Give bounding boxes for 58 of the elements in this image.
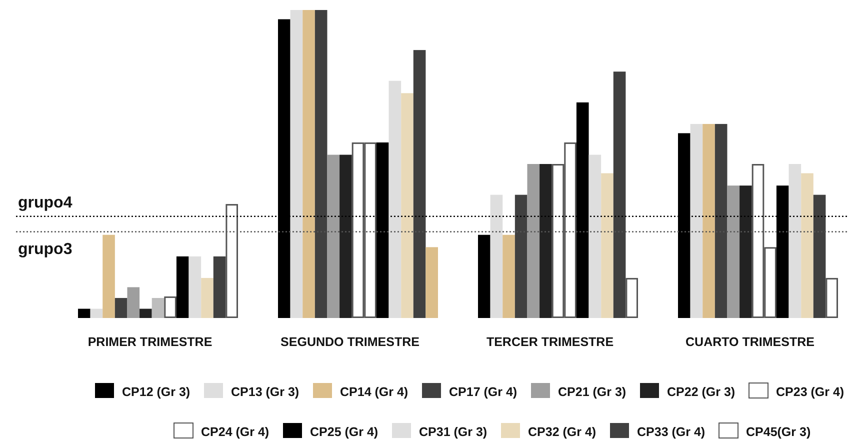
legend-label: CP13 (Gr 3) bbox=[231, 385, 300, 399]
bar bbox=[152, 298, 164, 318]
bar bbox=[826, 278, 838, 318]
bar bbox=[478, 234, 490, 318]
bar bbox=[201, 278, 214, 318]
bar bbox=[514, 194, 528, 318]
bar bbox=[788, 164, 802, 318]
bar bbox=[490, 194, 503, 318]
legend-label: CP25 (Gr 4) bbox=[310, 425, 378, 439]
legend-label: CP21 (Gr 3) bbox=[558, 385, 626, 399]
bar bbox=[702, 124, 715, 318]
bar bbox=[601, 173, 614, 318]
bar bbox=[540, 164, 552, 318]
legend-label: CP22 (Gr 3) bbox=[667, 385, 736, 399]
bar bbox=[388, 80, 402, 318]
bar bbox=[290, 10, 303, 318]
legend-label: CP17 (Gr 4) bbox=[449, 385, 518, 399]
ref-line-label: grupo4 bbox=[18, 194, 72, 212]
bar bbox=[314, 10, 328, 318]
legend-label: CP45(Gr 3) bbox=[746, 425, 811, 439]
bar bbox=[588, 154, 602, 318]
bar bbox=[801, 173, 814, 318]
bar bbox=[114, 298, 128, 318]
ref-line-label: grupo3 bbox=[18, 240, 72, 258]
bar bbox=[340, 154, 352, 318]
bar bbox=[714, 124, 728, 318]
legend-label: CP14 (Gr 4) bbox=[340, 385, 408, 399]
bar bbox=[401, 93, 414, 318]
x-tick-label: SEGUNDO TRIMESTRE bbox=[280, 335, 420, 349]
bar bbox=[626, 278, 638, 318]
x-tick-label: CUARTO TRIMESTRE bbox=[686, 335, 814, 349]
legend-label: CP31 (Gr 3) bbox=[419, 425, 488, 439]
legend-label: CP33 (Gr 4) bbox=[637, 425, 706, 439]
bar bbox=[690, 124, 703, 318]
bar bbox=[140, 308, 152, 318]
bar bbox=[176, 256, 189, 318]
bar bbox=[78, 308, 90, 318]
bar bbox=[502, 234, 515, 318]
bar bbox=[302, 10, 315, 318]
legend-label: CP23 (Gr 4) bbox=[776, 385, 844, 399]
bar bbox=[164, 296, 176, 318]
bar bbox=[327, 154, 340, 318]
bar bbox=[613, 72, 626, 318]
bar bbox=[90, 308, 103, 318]
bar bbox=[213, 256, 226, 318]
bar bbox=[127, 287, 140, 318]
x-tick-label: PRIMER TRIMESTRE bbox=[88, 335, 212, 349]
bar bbox=[813, 194, 826, 318]
x-tick-label: TERCER TRIMESTRE bbox=[486, 335, 614, 349]
bar bbox=[527, 164, 540, 318]
bar bbox=[727, 186, 740, 318]
bar bbox=[102, 234, 115, 318]
bar bbox=[413, 50, 426, 318]
legend-label: CP32 (Gr 4) bbox=[528, 425, 596, 439]
bar bbox=[740, 186, 752, 318]
legend-label: CP24 (Gr 4) bbox=[201, 425, 270, 439]
legend-label: CP12 (Gr 3) bbox=[122, 385, 190, 399]
bar bbox=[188, 256, 202, 318]
